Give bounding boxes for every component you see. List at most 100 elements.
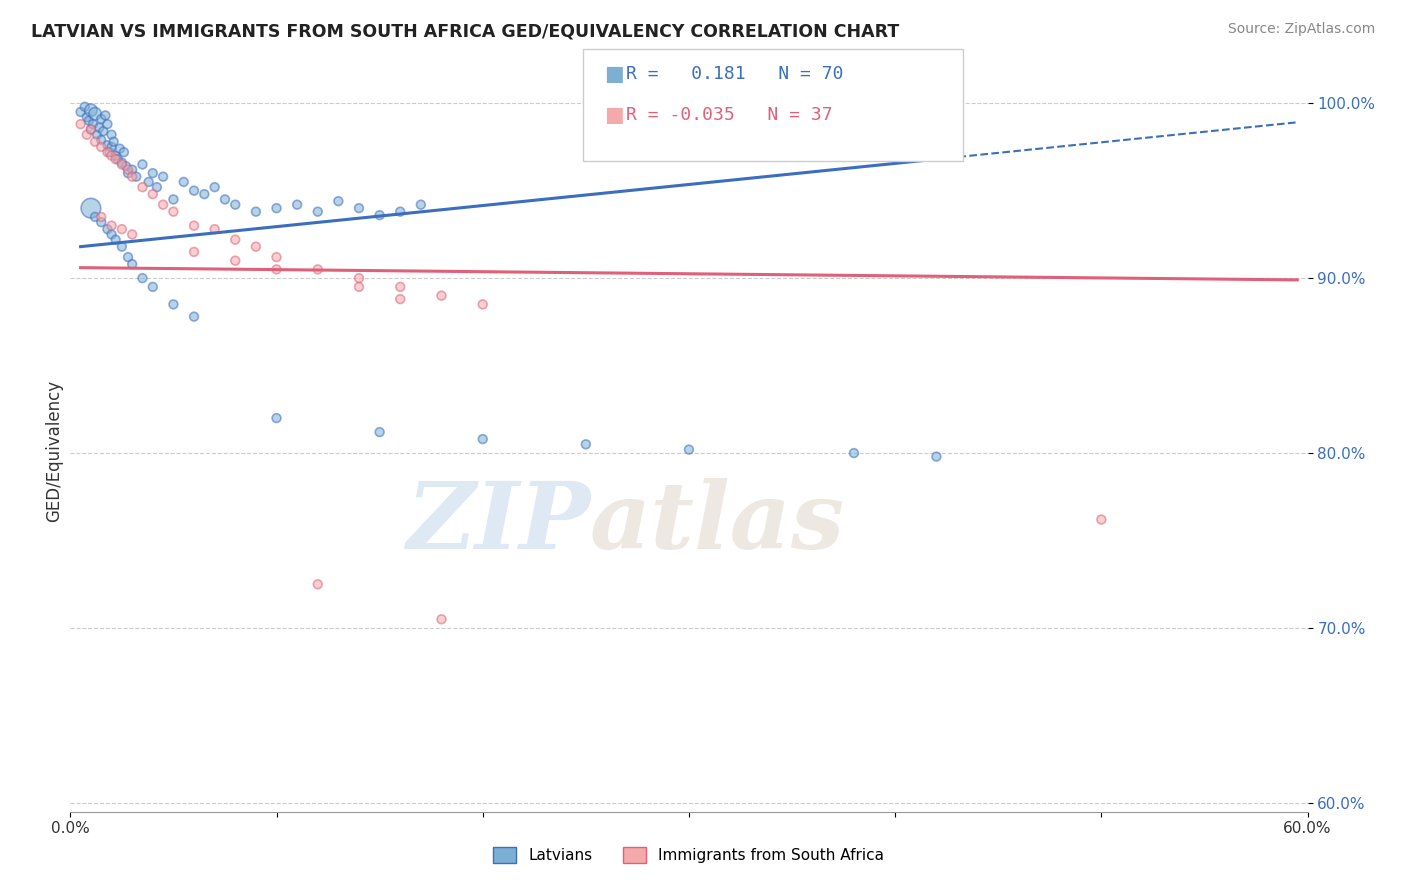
Point bbox=[183, 310, 205, 324]
Point bbox=[183, 219, 205, 233]
Point bbox=[69, 104, 91, 119]
Y-axis label: GED/Equivalency: GED/Equivalency bbox=[45, 379, 63, 522]
Point bbox=[80, 122, 103, 136]
Point bbox=[107, 152, 129, 166]
Point bbox=[117, 162, 139, 177]
Point bbox=[471, 432, 494, 446]
Point bbox=[111, 240, 134, 254]
Point bbox=[80, 122, 103, 136]
Text: Source: ZipAtlas.com: Source: ZipAtlas.com bbox=[1227, 22, 1375, 37]
Point bbox=[96, 145, 118, 160]
Point bbox=[224, 197, 246, 211]
Point bbox=[117, 166, 139, 180]
Point bbox=[162, 297, 184, 311]
Point bbox=[368, 208, 391, 222]
Legend: Latvians, Immigrants from South Africa: Latvians, Immigrants from South Africa bbox=[488, 841, 890, 869]
Point bbox=[100, 128, 122, 142]
Point bbox=[214, 193, 236, 207]
Point bbox=[430, 288, 453, 302]
Point bbox=[285, 197, 308, 211]
Point bbox=[204, 180, 226, 194]
Point bbox=[90, 210, 112, 224]
Point bbox=[183, 244, 205, 259]
Text: R =   0.181   N = 70: R = 0.181 N = 70 bbox=[626, 65, 844, 83]
Point bbox=[152, 197, 174, 211]
Point bbox=[111, 157, 134, 171]
Point bbox=[108, 142, 131, 156]
Point bbox=[389, 280, 412, 294]
Point bbox=[142, 166, 165, 180]
Point bbox=[104, 152, 127, 166]
Point bbox=[925, 450, 948, 464]
Point bbox=[307, 262, 329, 277]
Point bbox=[96, 222, 118, 236]
Point bbox=[104, 233, 127, 247]
Point bbox=[131, 180, 153, 194]
Point bbox=[307, 204, 329, 219]
Point bbox=[90, 112, 112, 126]
Point bbox=[389, 292, 412, 306]
Point bbox=[90, 215, 112, 229]
Point bbox=[131, 271, 153, 285]
Point bbox=[84, 135, 107, 149]
Point bbox=[131, 157, 153, 171]
Point bbox=[84, 210, 107, 224]
Point bbox=[89, 120, 111, 135]
Point bbox=[112, 145, 135, 160]
Point bbox=[575, 437, 598, 451]
Point bbox=[347, 280, 370, 294]
Text: ■: ■ bbox=[605, 64, 624, 84]
Point bbox=[328, 194, 350, 209]
Point bbox=[1090, 512, 1112, 526]
Point bbox=[80, 201, 103, 215]
Point bbox=[266, 250, 288, 264]
Point bbox=[409, 197, 432, 211]
Point bbox=[842, 446, 865, 460]
Point bbox=[115, 159, 138, 173]
Text: atlas: atlas bbox=[591, 478, 845, 567]
Point bbox=[368, 425, 391, 439]
Point bbox=[678, 442, 700, 457]
Point bbox=[266, 411, 288, 425]
Point bbox=[121, 169, 143, 184]
Point bbox=[347, 201, 370, 215]
Point bbox=[73, 100, 96, 114]
Point bbox=[224, 253, 246, 268]
Point bbox=[121, 257, 143, 271]
Point bbox=[204, 222, 226, 236]
Point bbox=[104, 149, 127, 163]
Point bbox=[152, 169, 174, 184]
Point bbox=[117, 250, 139, 264]
Point bbox=[86, 128, 108, 142]
Point bbox=[224, 233, 246, 247]
Point bbox=[76, 110, 98, 124]
Point bbox=[100, 149, 122, 163]
Point bbox=[90, 140, 112, 154]
Text: ZIP: ZIP bbox=[406, 478, 591, 567]
Point bbox=[347, 271, 370, 285]
Point bbox=[307, 577, 329, 591]
Point bbox=[245, 204, 267, 219]
Point bbox=[96, 138, 118, 153]
Point bbox=[111, 222, 134, 236]
Point bbox=[266, 201, 288, 215]
Point bbox=[103, 135, 125, 149]
Point bbox=[100, 227, 122, 242]
Point bbox=[98, 145, 121, 160]
Point bbox=[471, 297, 494, 311]
Text: R = -0.035   N = 37: R = -0.035 N = 37 bbox=[626, 106, 832, 124]
Point bbox=[125, 169, 148, 184]
Point bbox=[183, 184, 205, 198]
Point bbox=[389, 204, 412, 219]
Point bbox=[90, 133, 112, 147]
Point bbox=[173, 175, 195, 189]
Point bbox=[266, 262, 288, 277]
Point bbox=[100, 140, 122, 154]
Point bbox=[162, 193, 184, 207]
Point bbox=[94, 108, 117, 122]
Point bbox=[111, 155, 134, 169]
Point bbox=[100, 219, 122, 233]
Point bbox=[142, 187, 165, 202]
Point bbox=[84, 106, 107, 120]
Point bbox=[162, 204, 184, 219]
